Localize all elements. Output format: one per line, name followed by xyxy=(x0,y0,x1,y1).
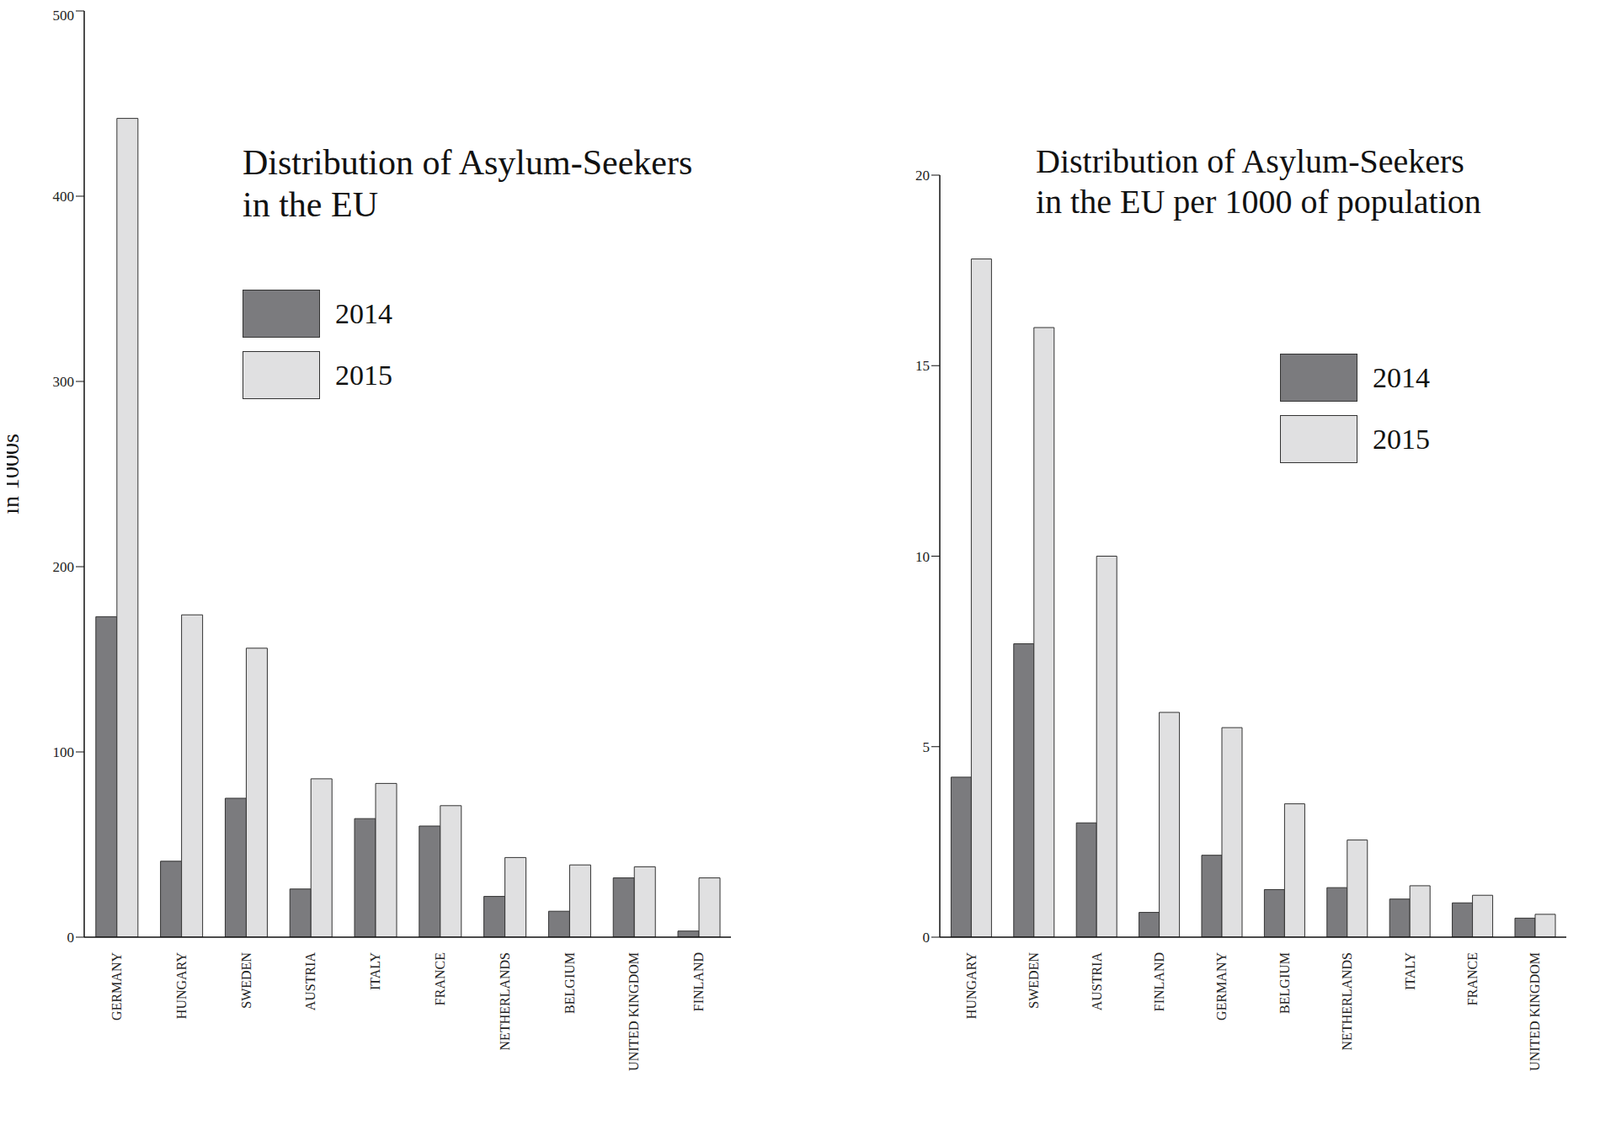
html-text:Distribution of Asylum-Seekers: Distribution of Asylum-Seekers in the EU… xyxy=(1035,142,1482,221)
svg-text:UNITED KINGDOM: UNITED KINGDOM xyxy=(1527,952,1542,1072)
svg-text:SWEDEN: SWEDEN xyxy=(239,952,254,1009)
svg-text:NETHERLANDS: NETHERLANDS xyxy=(1339,952,1355,1051)
svg-text:FINLAND: FINLAND xyxy=(691,952,706,1012)
svg-text:SWEDEN: SWEDEN xyxy=(1026,952,1041,1009)
svg-text:100: 100 xyxy=(53,744,75,761)
svg-text:AUSTRIA: AUSTRIA xyxy=(303,952,318,1012)
svg-text:FRANCE: FRANCE xyxy=(1465,952,1480,1006)
html-text:2015: 2015 xyxy=(335,359,393,391)
svg-text:400: 400 xyxy=(53,188,75,205)
svg-text:0: 0 xyxy=(922,929,931,946)
svg-text:0: 0 xyxy=(67,929,75,946)
html-text:2014: 2014 xyxy=(335,297,393,329)
svg-text:HUNGARY: HUNGARY xyxy=(964,952,979,1020)
svg-text:FINLAND: FINLAND xyxy=(1152,952,1167,1012)
svg-text:AUSTRIA: AUSTRIA xyxy=(1089,952,1104,1012)
svg-text:GERMANY: GERMANY xyxy=(109,952,124,1021)
svg-text:HUNGARY: HUNGARY xyxy=(174,952,189,1020)
svg-text:500: 500 xyxy=(53,7,75,24)
svg-text:NETHERLANDS: NETHERLANDS xyxy=(497,952,512,1051)
html-text:2014: 2014 xyxy=(1372,361,1430,393)
svg-text:15: 15 xyxy=(915,357,930,374)
svg-text:in 1000s: in 1000s xyxy=(6,433,24,515)
svg-text:BELGIUM: BELGIUM xyxy=(562,952,577,1014)
svg-text:GERMANY: GERMANY xyxy=(1214,952,1229,1021)
html-text:Distribution of Asylum-Seekers: Distribution of Asylum-Seekers in the EU xyxy=(242,143,693,225)
svg-text:UNITED KINGDOM: UNITED KINGDOM xyxy=(626,952,641,1072)
svg-text:20: 20 xyxy=(915,167,930,184)
svg-text:200: 200 xyxy=(53,559,75,576)
html-text:2015: 2015 xyxy=(1372,423,1430,455)
svg-text:ITALY: ITALY xyxy=(368,952,383,992)
svg-text:300: 300 xyxy=(53,373,75,390)
svg-text:FRANCE: FRANCE xyxy=(432,952,448,1006)
svg-text:ITALY: ITALY xyxy=(1402,952,1418,992)
svg-text:5: 5 xyxy=(922,739,931,756)
svg-text:10: 10 xyxy=(915,549,930,566)
svg-text:BELGIUM: BELGIUM xyxy=(1277,952,1292,1014)
